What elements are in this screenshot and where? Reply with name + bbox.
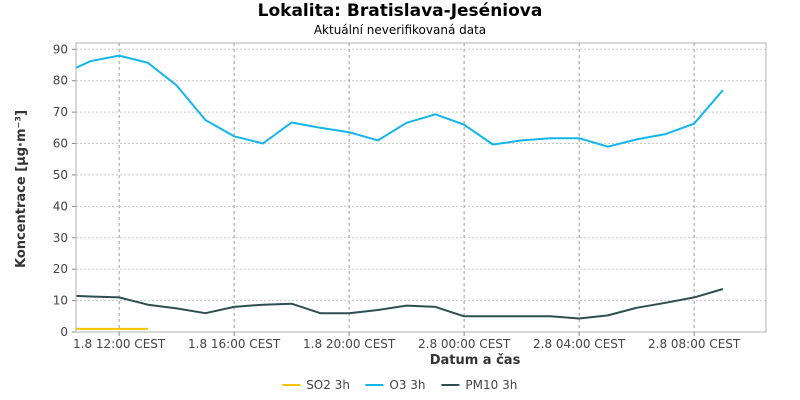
x-tick-label: 1.8 16:00 CEST: [188, 337, 281, 351]
axes: 0 10 20 30 40 50 60 70 80 90 1.8 12:00 CEST 1.8 16:…: [53, 42, 767, 351]
y-tick-label: 60: [53, 137, 68, 151]
x-tick-label: 2.8 08:00 CEST: [648, 337, 741, 351]
x-tick-label: 2.8 04:00 CEST: [533, 337, 626, 351]
x-tick-label: 2.8 00:00 CEST: [418, 337, 511, 351]
y-tick-label: 40: [53, 199, 68, 213]
legend-label: O3 3h: [389, 378, 425, 392]
plot-background: [76, 43, 766, 332]
x-tick-label: 1.8 20:00 CEST: [303, 337, 396, 351]
y-tick-label: 20: [53, 262, 68, 276]
x-tick-label: 1.8 12:00 CEST: [73, 337, 166, 351]
chart-subtitle: Aktuální neverifikovaná data: [313, 23, 487, 37]
series-line-o3-3h: [76, 54, 724, 148]
legend: SO2 3h O3 3h PM10 3h: [282, 378, 517, 392]
x-axis-title: Datum a čas: [430, 353, 521, 368]
y-tick-label: 10: [53, 294, 68, 308]
series-line-pm10-3h: [76, 288, 724, 320]
y-tick-label: 90: [53, 42, 68, 56]
legend-label: SO2 3h: [306, 378, 350, 392]
y-tick-label: 0: [60, 325, 68, 339]
legend-label: PM10 3h: [465, 378, 517, 392]
y-tick-label: 50: [53, 168, 68, 182]
series-layer: [76, 54, 724, 330]
plot-border: [75, 42, 767, 333]
y-tick-label: 30: [53, 231, 68, 245]
grid-lines: [76, 43, 766, 332]
y-tick-label: 70: [53, 105, 68, 119]
y-tick-label: 80: [53, 74, 68, 88]
chart-title: Lokalita: Bratislava-Jeséniova: [257, 1, 543, 21]
plot-area: [76, 43, 766, 332]
y-axis-title: Koncentrace [µg·m⁻³]: [14, 110, 29, 268]
